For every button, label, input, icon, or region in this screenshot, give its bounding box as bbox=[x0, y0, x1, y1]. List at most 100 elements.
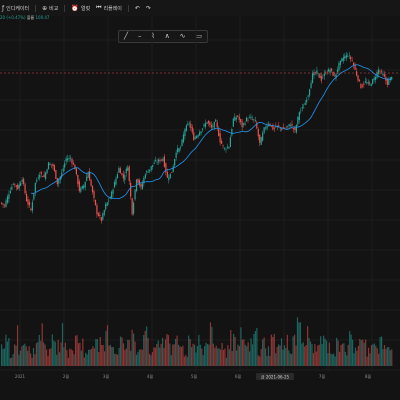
volume-bar bbox=[288, 350, 290, 366]
candle-body bbox=[328, 69, 330, 72]
candle-body bbox=[335, 73, 337, 79]
x-axis-label: 8월 bbox=[365, 373, 372, 379]
candle-body bbox=[313, 72, 315, 76]
candle-body bbox=[160, 159, 163, 161]
replay-label: 리플레이 bbox=[103, 5, 122, 12]
candle-body bbox=[124, 175, 126, 181]
volume-bar bbox=[111, 347, 113, 366]
volume-bar bbox=[224, 348, 226, 366]
volume-bar bbox=[67, 357, 69, 366]
candle-body bbox=[229, 137, 231, 148]
line-tool-icon[interactable]: ╱ bbox=[123, 32, 129, 40]
candle-body bbox=[146, 170, 148, 173]
volume-bar bbox=[234, 337, 236, 366]
volume-bar bbox=[247, 342, 249, 366]
divider bbox=[127, 4, 129, 12]
compare-button[interactable]: ⊕ 비교 bbox=[42, 5, 58, 12]
wave-icon[interactable]: ∿ bbox=[179, 32, 186, 40]
alert-button[interactable]: ⏰ 얼럿 bbox=[71, 5, 90, 12]
candle-body bbox=[373, 77, 375, 80]
volume-bar bbox=[305, 344, 307, 366]
volume-bar bbox=[185, 354, 187, 366]
candle-body bbox=[168, 177, 170, 181]
candle-body bbox=[341, 58, 343, 62]
candle-body bbox=[210, 124, 212, 128]
replay-button[interactable]: ⏮ 리플레이 bbox=[96, 4, 122, 12]
horizontal-line-icon[interactable]: – bbox=[138, 32, 142, 40]
volume-bar bbox=[60, 342, 62, 366]
candle-body bbox=[171, 172, 173, 173]
volume-bar bbox=[179, 346, 181, 366]
candle-body bbox=[357, 75, 359, 81]
volume-bar bbox=[173, 344, 175, 366]
volume-bar bbox=[63, 347, 65, 366]
candle-body bbox=[49, 163, 51, 166]
volume-bar bbox=[188, 335, 190, 366]
candle-body bbox=[141, 183, 143, 190]
volume-bar bbox=[259, 356, 261, 366]
volume-bar bbox=[167, 335, 169, 366]
volume-bar bbox=[222, 349, 225, 366]
candle-body bbox=[267, 123, 270, 125]
candle-body bbox=[329, 69, 331, 73]
volume-bar bbox=[362, 339, 364, 366]
candle-body bbox=[2, 203, 4, 205]
volume-bar bbox=[321, 344, 323, 366]
candle-body bbox=[370, 83, 372, 87]
candle-body bbox=[91, 186, 94, 193]
pattern-icon[interactable]: ∧ bbox=[164, 32, 170, 40]
candle-body bbox=[152, 164, 154, 167]
volume-label: 볼륨 bbox=[26, 15, 35, 20]
crosshair-date-badge bbox=[256, 373, 294, 380]
candle-body bbox=[263, 127, 265, 133]
x-axis-label: 6월 bbox=[235, 373, 242, 379]
volume-bar bbox=[304, 346, 306, 366]
volume-bar bbox=[196, 346, 198, 366]
volume-bar bbox=[298, 322, 300, 366]
candle-body bbox=[353, 62, 355, 66]
volume-bar bbox=[356, 350, 358, 366]
text-icon[interactable]: ▭ bbox=[195, 32, 202, 40]
volume-bar bbox=[28, 346, 30, 366]
volume-bar bbox=[176, 335, 178, 366]
volume-bar bbox=[388, 347, 390, 366]
candle-body bbox=[71, 158, 73, 164]
volume-bar bbox=[263, 337, 265, 366]
volume-bar bbox=[66, 350, 68, 366]
volume-bar bbox=[195, 352, 197, 366]
candle-body bbox=[17, 184, 19, 189]
volume-bar bbox=[177, 344, 180, 366]
x-axis-label: 3월 bbox=[103, 373, 110, 379]
redo-icon[interactable]: ↷ bbox=[145, 4, 151, 12]
volume-bar bbox=[151, 352, 154, 366]
volume-bar bbox=[74, 335, 77, 366]
candle-body bbox=[185, 125, 187, 131]
undo-icon[interactable]: ↶ bbox=[134, 4, 140, 12]
candle-body bbox=[204, 123, 207, 128]
candle-body bbox=[178, 148, 180, 152]
volume-bar bbox=[204, 346, 206, 366]
candle-body bbox=[304, 102, 306, 106]
indicator-button[interactable]: ƒ 인디케이터 bbox=[2, 5, 29, 12]
candle-body bbox=[72, 163, 75, 165]
candle-body bbox=[78, 181, 80, 192]
volume-bar bbox=[76, 335, 78, 366]
volume-bar bbox=[147, 338, 149, 366]
volume-bar bbox=[11, 357, 13, 366]
candle-body bbox=[157, 159, 160, 162]
volume-bar bbox=[183, 356, 185, 366]
volume-bar bbox=[82, 338, 84, 366]
volume-bar bbox=[189, 339, 191, 366]
candle-body bbox=[27, 199, 29, 205]
candle-body bbox=[215, 119, 217, 122]
candle-body bbox=[322, 77, 324, 79]
candle-body bbox=[61, 172, 63, 177]
candle-body bbox=[389, 77, 391, 80]
candle-body bbox=[36, 179, 38, 182]
candle-body bbox=[231, 128, 233, 136]
candle-body bbox=[8, 194, 10, 199]
candle-body bbox=[112, 189, 114, 194]
candle-body bbox=[332, 71, 334, 76]
brush-icon[interactable]: ⌇ bbox=[151, 32, 155, 40]
